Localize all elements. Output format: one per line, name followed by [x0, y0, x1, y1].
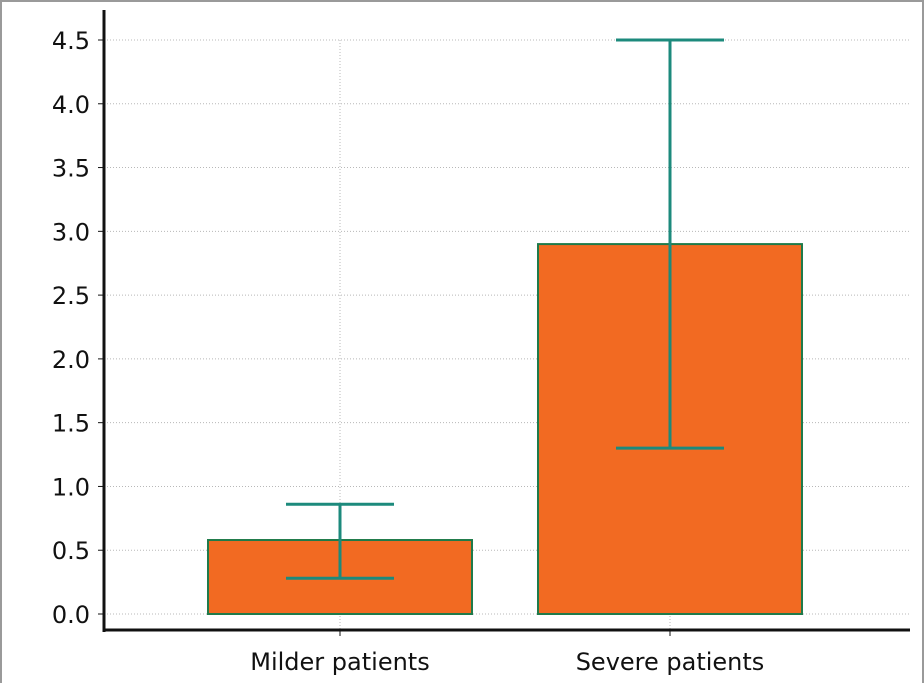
y-tick-label: 4.5	[52, 27, 90, 55]
x-tick-label: Severe patients	[576, 648, 765, 676]
bars-layer	[207, 243, 803, 615]
y-tick-label: 2.0	[52, 346, 90, 374]
y-tick-label: 4.0	[52, 91, 90, 119]
y-tick-label: 1.5	[52, 410, 90, 438]
labels-layer: 0.0 0.5 1.0 1.5 2.0 2.5 3.0 3.5 4.0 4.5 Milder pat…	[52, 27, 764, 676]
axes-layer	[98, 10, 910, 636]
y-tick-label: 3.0	[52, 218, 90, 246]
x-tick-label: Milder patients	[250, 648, 429, 676]
y-tick-label: 0.5	[52, 537, 90, 565]
y-tick-label: 0.0	[52, 601, 90, 629]
y-tick-label: 2.5	[52, 282, 90, 310]
y-tick-label: 1.0	[52, 473, 90, 501]
y-tick-label: 3.5	[52, 155, 90, 183]
error-bars-layer	[286, 38, 724, 580]
